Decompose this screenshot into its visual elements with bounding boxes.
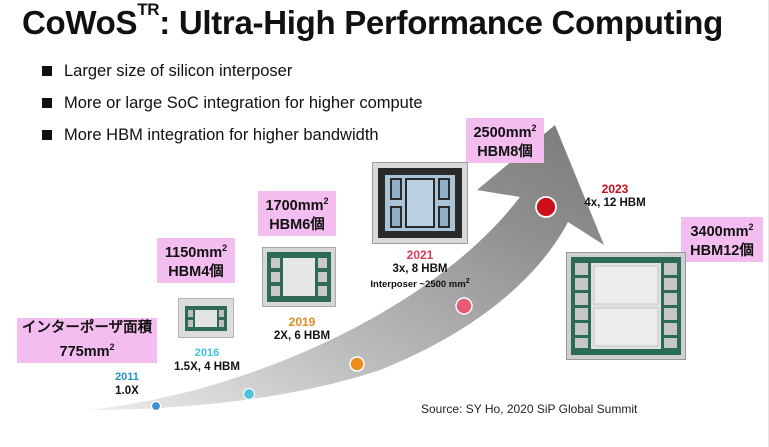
label-2023-area: 3400mm2 HBM12個 [681, 217, 763, 262]
year-2021: 2021 [406, 248, 434, 262]
label-2016-area: 1150mm2 HBM4個 [157, 238, 235, 283]
milestone-dot-2011 [150, 400, 162, 412]
year-2016: 2016 [194, 347, 220, 359]
chip-2016-image [178, 298, 234, 338]
milestone-dot-2021 [455, 297, 473, 315]
label-2021-area: 2500mm2 HBM8個 [466, 118, 544, 163]
label-2011-area: インターポーザ面積 775mm2 [17, 318, 157, 363]
bullet-item: More or large SoC integration for higher… [42, 92, 423, 124]
generation-2019: 2019 2X, 6 HBM [264, 316, 340, 343]
square-bullet-icon [42, 130, 52, 140]
label-2019-area: 1700mm2 HBM6個 [258, 191, 336, 236]
title-superscript: TR [137, 0, 160, 19]
chip-2021-image [372, 162, 468, 244]
title-rest: : Ultra-High Performance Computing [159, 4, 723, 41]
bullet-item: More HBM integration for higher bandwidt… [42, 124, 423, 156]
milestone-dot-2016 [242, 387, 256, 401]
generation-2021: 2021 3x, 8 HBM Interposer ~2500 mm2 [352, 249, 488, 291]
chip-2023-image [566, 252, 686, 360]
square-bullet-icon [42, 66, 52, 76]
milestone-dot-2023 [535, 196, 557, 218]
bullet-list: Larger size of silicon interposer More o… [42, 60, 423, 156]
year-2023: 2023 [601, 182, 629, 196]
year-2019: 2019 [288, 315, 316, 329]
generation-2023: 2023 4x, 12 HBM [570, 183, 660, 210]
milestone-dot-2019 [349, 356, 365, 372]
square-bullet-icon [42, 98, 52, 108]
year-2011: 2011 [115, 371, 139, 383]
generation-2011: 2011 1.0X [107, 371, 147, 398]
source-citation: Source: SY Ho, 2020 SiP Global Summit [421, 402, 638, 416]
bullet-item: Larger size of silicon interposer [42, 60, 423, 92]
generation-2016: 2016 1.5X, 4 HBM [166, 347, 248, 374]
slide-title: CoWoSTR: Ultra-High Performance Computin… [22, 0, 723, 42]
arrow-body [88, 125, 604, 410]
title-main: CoWoS [22, 4, 138, 41]
chip-2019-image [262, 247, 336, 307]
